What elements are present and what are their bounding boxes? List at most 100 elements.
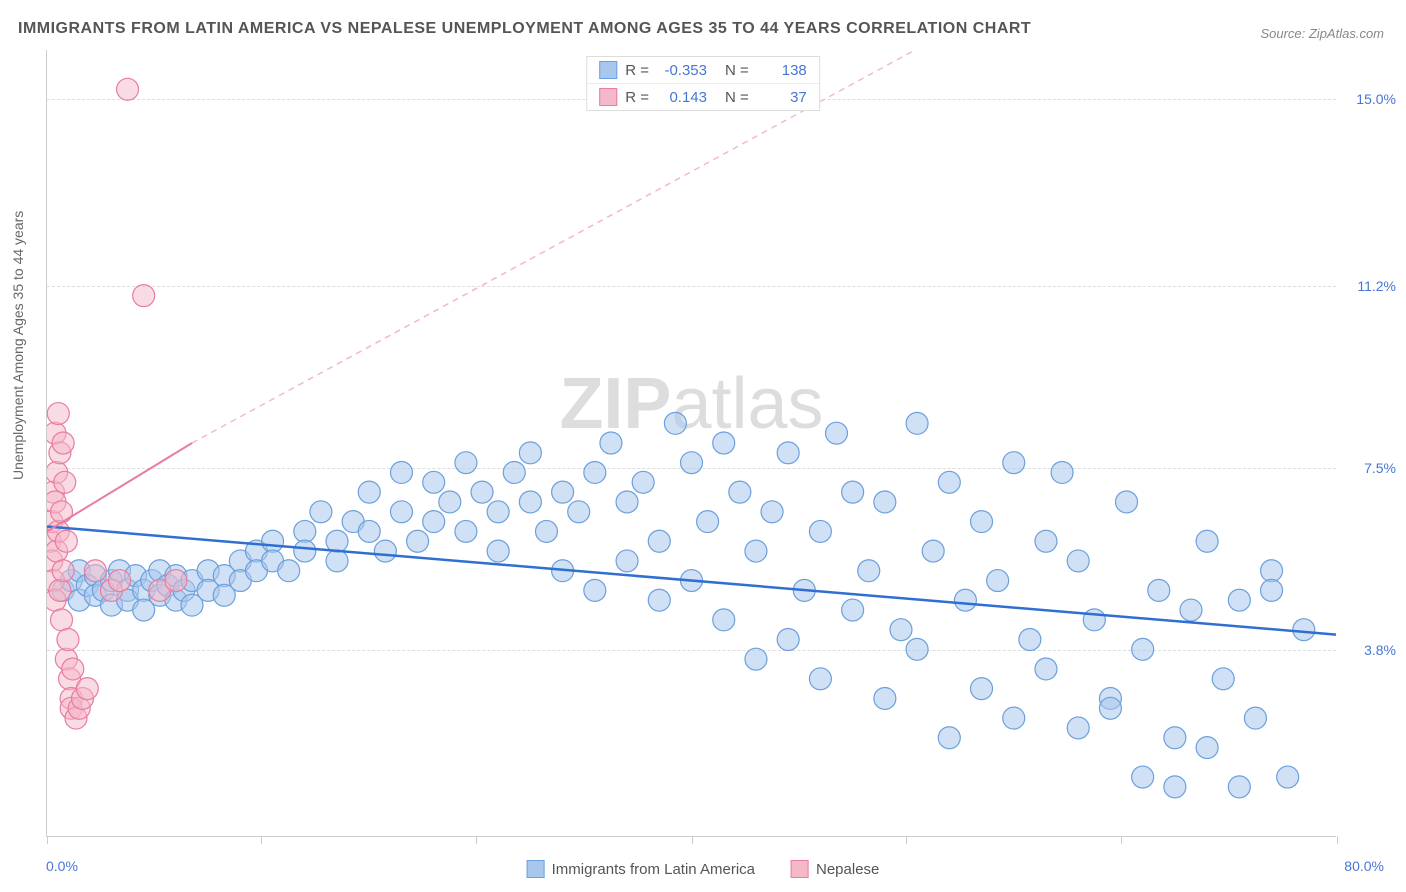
data-point [1099,697,1121,719]
data-point [117,78,139,100]
data-point [616,491,638,513]
data-point [423,471,445,493]
data-point [109,570,131,592]
data-point [842,481,864,503]
data-point [1164,727,1186,749]
data-point [648,589,670,611]
data-point [874,687,896,709]
x-tick [1337,836,1338,844]
data-point [535,520,557,542]
data-point [423,511,445,533]
data-point [938,727,960,749]
data-point [294,540,316,562]
data-point [1228,776,1250,798]
data-point [1148,579,1170,601]
data-point [519,442,541,464]
data-point [1261,579,1283,601]
data-point [52,560,74,582]
data-point [84,560,106,582]
data-point [616,550,638,572]
y-tick-label: 15.0% [1356,91,1396,107]
data-point [922,540,944,562]
data-point [777,629,799,651]
legend-label: Immigrants from Latin America [552,861,755,878]
stats-n-label: N = [725,62,749,79]
bottom-legend: Immigrants from Latin America Nepalese [527,860,880,878]
data-point [954,589,976,611]
data-point [278,560,300,582]
x-axis-max-label: 80.0% [1344,858,1384,874]
legend-label: Nepalese [816,861,879,878]
source-label: Source: ZipAtlas.com [1260,26,1384,41]
data-point [552,481,574,503]
stats-n-value: 138 [757,62,807,79]
legend-swatch [527,860,545,878]
data-point [842,599,864,621]
data-point [729,481,751,503]
data-point [358,520,380,542]
data-point [310,501,332,523]
data-point [713,432,735,454]
legend-item: Immigrants from Latin America [527,860,755,878]
data-point [47,403,69,425]
data-point [1067,717,1089,739]
data-point [777,442,799,464]
data-point [52,432,74,454]
data-point [1003,707,1025,729]
stats-n-label: N = [725,89,749,106]
data-point [713,609,735,631]
data-point [1051,461,1073,483]
data-point [938,471,960,493]
data-point [503,461,525,483]
data-point [1035,530,1057,552]
data-point [165,570,187,592]
chart-plot-area: ZIPatlas 3.8%7.5%11.2%15.0% [46,50,1336,837]
data-point [54,471,76,493]
x-tick [692,836,693,844]
scatter-plot-svg [47,50,1336,836]
data-point [455,520,477,542]
data-point [906,412,928,434]
data-point [439,491,461,513]
stats-r-label: R = [625,89,649,106]
data-point [826,422,848,444]
data-point [745,648,767,670]
data-point [1196,530,1218,552]
data-point [1277,766,1299,788]
data-point [1083,609,1105,631]
data-point [1003,452,1025,474]
data-point [55,530,77,552]
data-point [294,520,316,542]
x-tick [476,836,477,844]
stats-swatch [599,88,617,106]
stats-n-value: 37 [757,89,807,106]
x-axis-min-label: 0.0% [46,858,78,874]
x-tick [906,836,907,844]
data-point [1293,619,1315,641]
data-point [600,432,622,454]
y-tick-label: 3.8% [1364,642,1396,658]
data-point [326,550,348,572]
y-axis-label: Unemployment Among Ages 35 to 44 years [10,211,26,480]
data-point [390,501,412,523]
data-point [1212,668,1234,690]
data-point [133,285,155,307]
data-point [358,481,380,503]
data-point [1196,737,1218,759]
data-point [49,579,71,601]
stats-r-label: R = [625,62,649,79]
data-point [455,452,477,474]
data-point [987,570,1009,592]
stats-r-value: -0.353 [657,62,707,79]
data-point [487,540,509,562]
data-point [76,678,98,700]
legend-swatch [791,860,809,878]
data-point [51,609,73,631]
y-tick-label: 11.2% [1357,278,1396,294]
data-point [471,481,493,503]
data-point [407,530,429,552]
data-point [1164,776,1186,798]
data-point [681,452,703,474]
data-point [697,511,719,533]
x-tick [1121,836,1122,844]
